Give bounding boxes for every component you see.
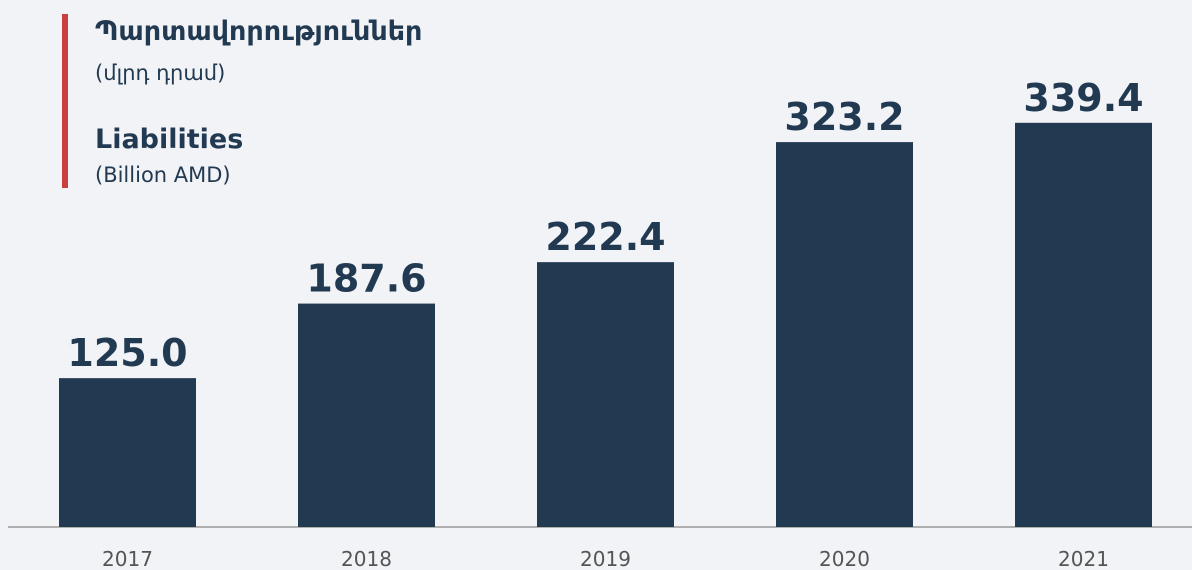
value-label: 222.4	[545, 215, 665, 259]
x-tick-label: 2020	[819, 547, 870, 570]
chart-subtitle: (մլրդ դրամ)	[95, 61, 225, 85]
value-label: 125.0	[67, 331, 187, 375]
value-label: 339.4	[1023, 76, 1143, 120]
chart-subtitle-en: (Billion AMD)	[95, 163, 231, 187]
bar	[298, 303, 435, 527]
chart-title: Պարտավորություններ	[95, 16, 422, 47]
value-label: 323.2	[784, 95, 904, 139]
bar	[537, 262, 674, 527]
bar	[776, 142, 913, 527]
x-tick-label: 2017	[102, 547, 153, 570]
x-tick-label: 2021	[1058, 547, 1109, 570]
chart-title-en: Liabilities	[95, 124, 243, 155]
bar	[1015, 122, 1152, 528]
bar	[59, 378, 196, 527]
x-tick-label: 2019	[580, 547, 631, 570]
value-label: 187.6	[306, 257, 426, 301]
x-tick-label: 2018	[341, 547, 392, 570]
title-accent	[62, 14, 68, 188]
